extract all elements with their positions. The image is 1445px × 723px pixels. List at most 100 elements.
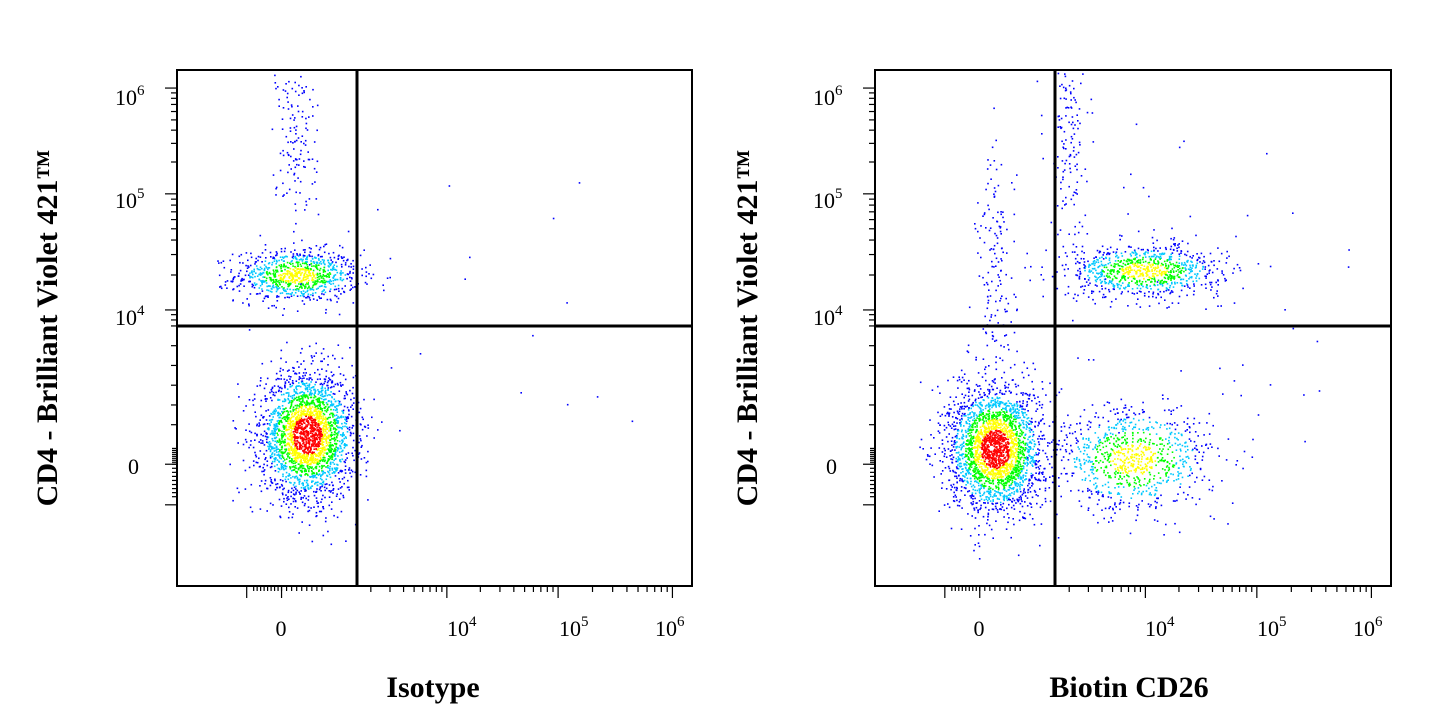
event-dot <box>320 411 323 413</box>
event-dot <box>267 427 270 429</box>
event-dot <box>239 283 242 285</box>
event-dot <box>300 462 303 464</box>
event-dot <box>312 428 315 430</box>
event-dot <box>265 438 268 441</box>
event-dot <box>325 243 328 245</box>
event-dot <box>321 275 323 278</box>
event-dot <box>281 410 283 413</box>
event-dot <box>329 439 331 442</box>
event-dot <box>267 273 269 276</box>
event-dot <box>1143 265 1146 267</box>
event-dot <box>322 395 325 398</box>
event-dot <box>1155 256 1157 259</box>
event-dot <box>306 274 308 276</box>
event-dot <box>279 370 281 373</box>
event-dot <box>1087 274 1089 277</box>
event-dot <box>1187 242 1189 245</box>
event-dot <box>986 344 989 347</box>
event-dot <box>1135 303 1138 305</box>
event-dot <box>1145 267 1148 270</box>
event-dot <box>1153 259 1155 262</box>
event-dot <box>325 487 328 490</box>
event-dot <box>319 408 322 410</box>
event-dot <box>307 460 310 463</box>
event-dot <box>311 378 313 381</box>
event-dot <box>988 486 991 488</box>
event-dot <box>1157 279 1160 282</box>
event-dot <box>1005 273 1007 276</box>
event-dot <box>296 477 299 480</box>
event-dot <box>1003 221 1005 223</box>
event-dot <box>1112 288 1115 290</box>
event-dot <box>1220 305 1222 307</box>
event-dot <box>292 410 294 412</box>
event-dot <box>287 422 289 424</box>
event-dot <box>1154 266 1157 269</box>
event-dot <box>262 281 265 283</box>
event-dot <box>322 399 325 401</box>
event-dot <box>1094 275 1096 278</box>
event-dot <box>311 258 314 260</box>
event-dot <box>1101 280 1104 283</box>
event-dot <box>314 292 317 294</box>
event-dot <box>276 446 278 449</box>
event-dot <box>328 406 331 408</box>
event-dot <box>312 421 314 424</box>
event-dot <box>1215 292 1218 295</box>
event-dot <box>419 353 422 355</box>
event-dot <box>306 447 309 449</box>
event-dot <box>254 284 257 286</box>
event-dot <box>320 450 322 452</box>
event-dot <box>304 166 306 168</box>
event-dot <box>250 252 252 255</box>
event-dot <box>279 407 281 410</box>
event-dot <box>1150 281 1152 283</box>
event-dot <box>347 273 350 276</box>
event-dot <box>987 299 990 302</box>
event-dot <box>313 472 316 475</box>
event-dot <box>274 281 277 283</box>
event-dot <box>1137 266 1139 268</box>
event-dot <box>301 521 303 523</box>
event-dot <box>299 403 302 406</box>
event-dot <box>1135 272 1137 275</box>
event-dot <box>259 284 262 287</box>
event-dot <box>308 423 310 425</box>
event-dot <box>1164 299 1166 301</box>
event-dot <box>986 476 989 478</box>
event-dot <box>1204 283 1207 286</box>
event-dot <box>307 455 309 458</box>
event-dot <box>1189 264 1191 267</box>
event-dot <box>367 460 369 463</box>
event-dot <box>1104 282 1107 285</box>
event-dot <box>320 387 323 390</box>
event-dot <box>993 187 996 189</box>
event-dot <box>368 273 370 275</box>
event-dot <box>1108 275 1110 278</box>
event-dot <box>283 289 285 292</box>
event-dot <box>315 443 317 445</box>
event-dot <box>1170 258 1172 261</box>
event-dot <box>1213 264 1215 267</box>
event-dot <box>346 277 348 280</box>
event-dot <box>257 268 260 271</box>
event-dot <box>308 254 311 256</box>
event-dot <box>290 275 293 277</box>
event-dot <box>273 286 275 289</box>
event-dot <box>325 276 328 278</box>
event-dot <box>311 439 313 442</box>
event-dot <box>277 471 280 473</box>
event-dot <box>292 415 294 418</box>
event-dot <box>318 285 321 288</box>
event-dot <box>218 262 220 264</box>
event-dot <box>318 488 321 491</box>
event-dot <box>294 449 297 452</box>
event-dot <box>1024 479 1026 481</box>
event-dot <box>339 460 341 462</box>
event-dot <box>256 461 259 464</box>
event-dot <box>276 296 278 298</box>
event-dot <box>304 268 306 271</box>
event-dot <box>1204 266 1207 268</box>
event-dot <box>341 287 344 290</box>
event-dot <box>307 446 309 449</box>
